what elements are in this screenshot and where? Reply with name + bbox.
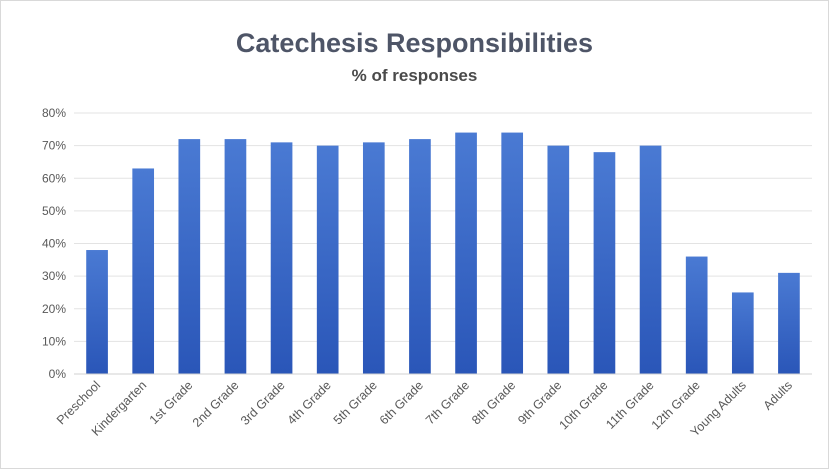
bar-2nd-grade [224,139,247,374]
y-tick-label: 60% [42,171,66,185]
bar-10th-grade [593,152,616,374]
x-category-label: 4th Grade [285,378,334,427]
x-category-label: 5th Grade [331,378,380,427]
bar-4th-grade [316,145,339,374]
x-category-label: 3rd Grade [238,378,288,428]
chart-title: Catechesis Responsibilities [235,28,594,58]
x-category-label: 9th Grade [515,378,564,427]
x-category-label: 2nd Grade [190,378,242,430]
bar-8th-grade [501,132,524,374]
x-category-label: 7th Grade [423,378,472,427]
y-tick-label: 40% [42,237,66,251]
bar-adults [778,272,800,374]
x-category-label: 6th Grade [377,378,426,427]
y-tick-label: 70% [42,139,66,153]
x-category-label: 8th Grade [469,378,518,427]
bar-preschool [86,250,108,374]
y-tick-label: 30% [42,269,66,283]
bars [86,132,800,374]
bar-kindergarten [132,168,155,374]
bar-7th-grade [455,132,477,374]
bar-5th-grade [362,142,385,374]
x-category-label: Preschool [54,378,103,427]
bar-1st-grade [178,139,201,374]
bar-6th-grade [409,139,431,374]
x-category-label: 1st Grade [147,378,196,427]
y-tick-label: 80% [42,106,66,120]
bar-11th-grade [639,145,662,374]
y-tick-label: 50% [42,204,66,218]
bar-9th-grade [547,145,570,374]
y-tick-label: 0% [49,367,67,381]
y-tick-label: 20% [42,302,66,316]
bar-young-adults [731,292,754,374]
x-category-label: Adults [761,378,795,412]
bar-12th-grade [685,256,708,374]
y-axis-ticks: 0% 10% 20% 30% 40% 50% 60% 70% 80% [42,106,66,381]
y-tick-label: 10% [42,334,66,348]
chart-subtitle: % of responses [351,66,478,85]
x-category-label: 10th Grade [556,378,610,432]
bar-3rd-grade [270,142,293,374]
